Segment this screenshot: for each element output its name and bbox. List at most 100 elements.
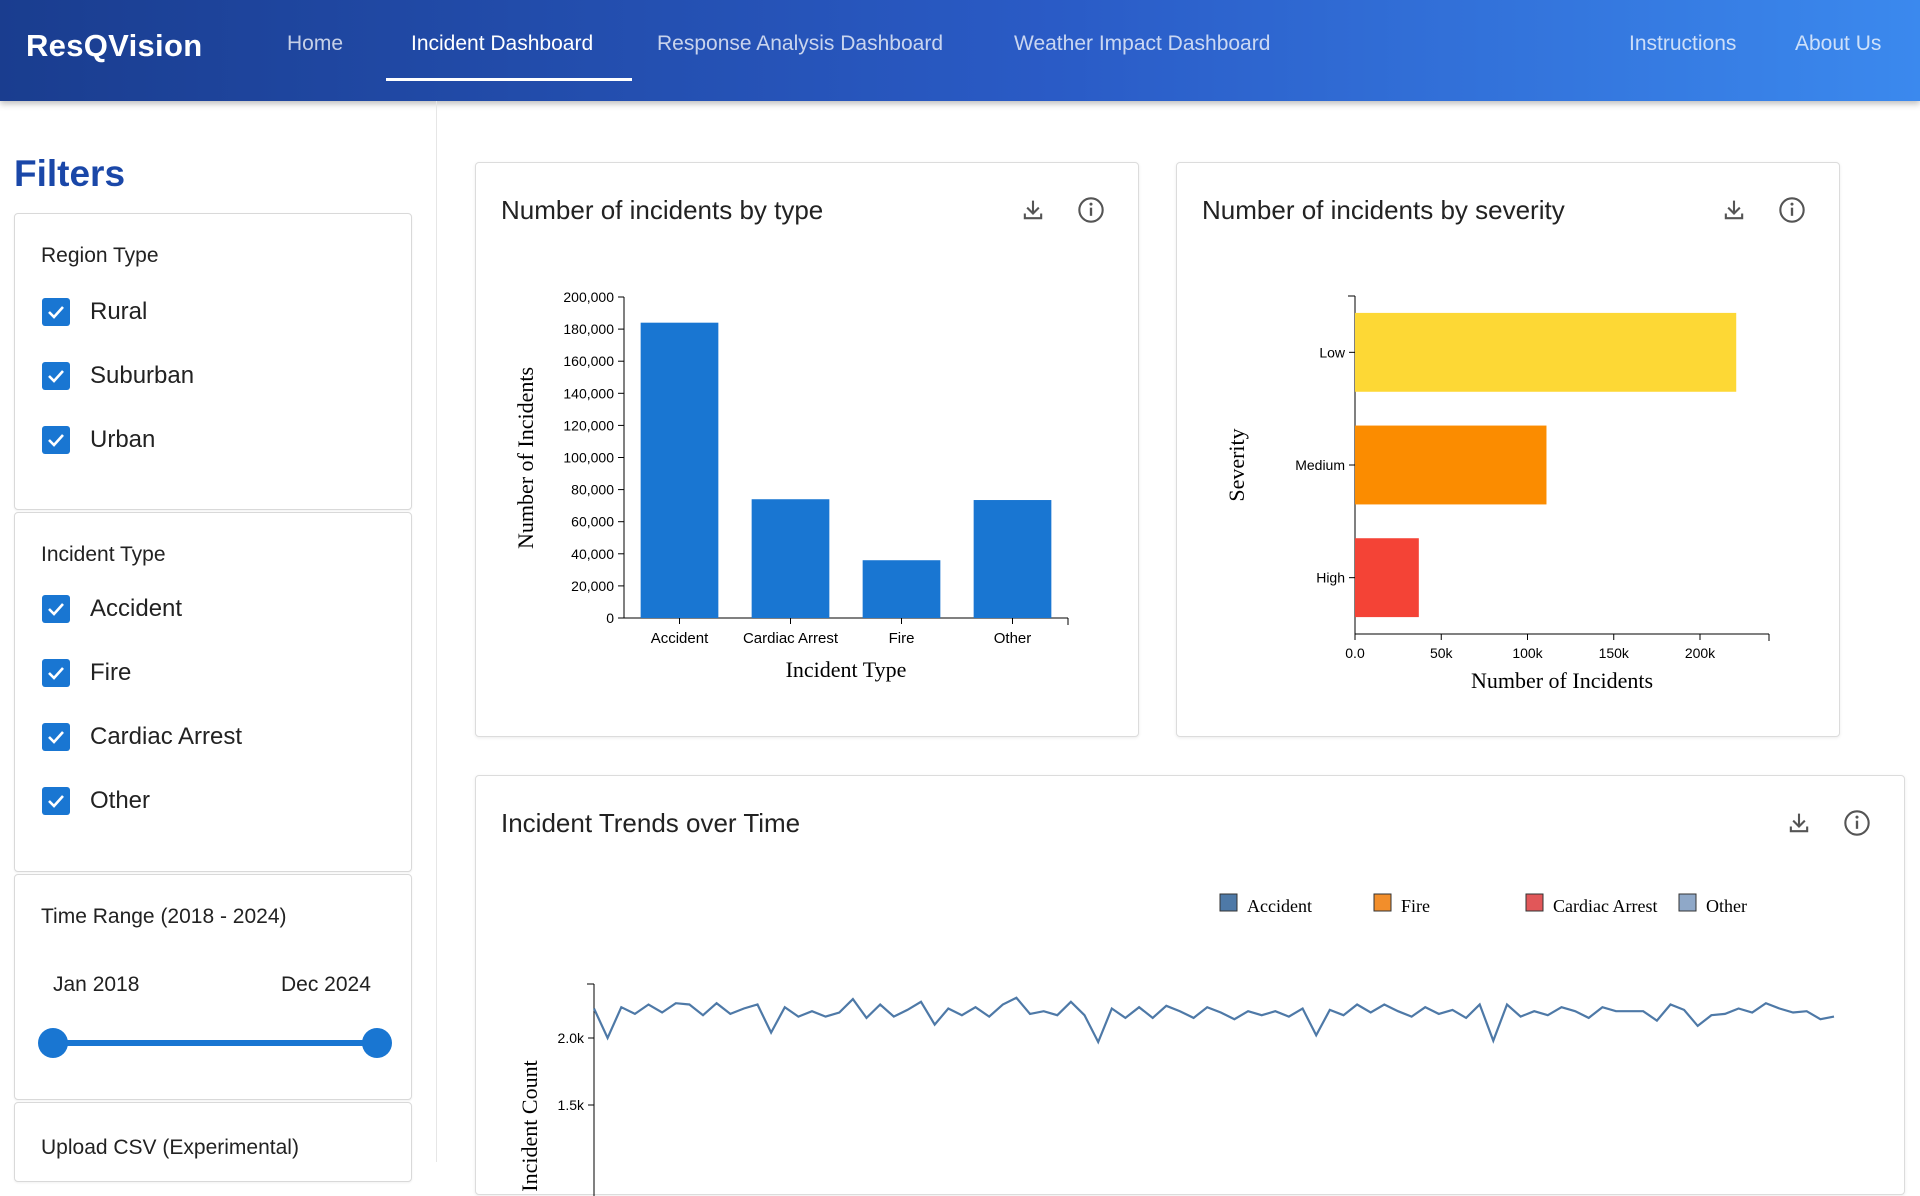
- x-tick-label: Cardiac Arrest: [743, 630, 839, 647]
- checkbox-checked-icon[interactable]: [42, 723, 70, 751]
- y-tick-label: 40,000: [571, 546, 614, 562]
- y-tick-label: 80,000: [571, 482, 614, 498]
- incidents-by-severity-chart: 0.0 50k 100k 150k 200k Low Medium High Number of…: [1224, 295, 1770, 693]
- y-tick-label: 140,000: [563, 385, 614, 401]
- incidents-by-severity-card: Number of incidents by severity 0.0 50k 10…: [1176, 162, 1840, 737]
- bar-low: [1355, 312, 1737, 392]
- x-tick-label: Accident: [651, 630, 709, 647]
- time-range-card: Time Range (2018 - 2024) Jan 2018 Dec 20…: [14, 874, 412, 1100]
- time-range-start-label: Jan 2018: [53, 973, 140, 996]
- time-range-slider-track[interactable]: [53, 1040, 377, 1046]
- checkbox-cardiac-arrest[interactable]: Cardiac Arrest: [42, 723, 242, 751]
- incident-trends-chart: Accident Fire Cardiac Arrest Other 2.0k 1.5k I…: [517, 893, 1835, 1196]
- incident-type-title: Incident Type: [41, 543, 166, 566]
- time-range-title: Time Range (2018 - 2024): [41, 905, 287, 928]
- legend-swatch: [1525, 893, 1544, 912]
- y-tick-label: 2.0k: [558, 1030, 585, 1046]
- legend-label: Cardiac Arrest: [1553, 896, 1657, 916]
- nav-weather-impact-dashboard[interactable]: Weather Impact Dashboard: [1014, 32, 1271, 55]
- y-tick-label: 60,000: [571, 514, 614, 530]
- nav-response-analysis-dashboard[interactable]: Response Analysis Dashboard: [657, 32, 944, 55]
- chart-title: Number of incidents by type: [501, 195, 824, 225]
- checkbox-other[interactable]: Other: [42, 787, 150, 815]
- download-icon[interactable]: [1720, 196, 1748, 224]
- legend-swatch: [1373, 893, 1392, 912]
- bar-other: [973, 500, 1052, 618]
- incidents-by-type-chart: 0 20,000 40,000 60,000 80,000 100,000 120,000 1…: [513, 289, 1069, 682]
- filters-sidebar: Filters Region Type Rural Suburban Urban…: [0, 101, 437, 1182]
- checkbox-checked-icon[interactable]: [42, 426, 70, 454]
- nav-about-us[interactable]: About Us: [1795, 32, 1882, 55]
- x-axis-label: Incident Type: [786, 657, 907, 682]
- y-tick-label: 1.5k: [558, 1097, 585, 1113]
- incidents-by-type-card: Number of incidents by type 0 20,000 40,00…: [475, 162, 1139, 737]
- chart-title: Number of incidents by severity: [1202, 195, 1565, 225]
- nav-instructions[interactable]: Instructions: [1629, 32, 1737, 55]
- checkbox-checked-icon[interactable]: [42, 659, 70, 687]
- y-tick-label: 0: [606, 610, 614, 626]
- y-tick-label: 100,000: [563, 450, 614, 466]
- download-icon[interactable]: [1785, 809, 1813, 837]
- y-tick-label: Low: [1319, 344, 1346, 360]
- checkbox-checked-icon[interactable]: [42, 787, 70, 815]
- legend-label: Accident: [1247, 896, 1312, 916]
- upload-csv-card: Upload CSV (Experimental): [14, 1102, 412, 1182]
- y-tick-label: 180,000: [563, 321, 614, 337]
- x-axis-label: Number of Incidents: [1471, 668, 1653, 693]
- checkbox-label: Cardiac Arrest: [90, 723, 243, 750]
- y-tick-label: 20,000: [571, 578, 614, 594]
- checkbox-checked-icon[interactable]: [42, 362, 70, 390]
- checkbox-checked-icon[interactable]: [42, 298, 70, 326]
- time-range-end-label: Dec 2024: [281, 973, 371, 996]
- y-axis-label: Number of Incidents: [513, 367, 538, 549]
- chart-title: Incident Trends over Time: [501, 808, 801, 838]
- x-tick-label: 50k: [1430, 645, 1454, 661]
- y-tick-label: 160,000: [563, 353, 614, 369]
- x-tick-label: 150k: [1599, 645, 1630, 661]
- incident-type-card: Incident Type Accident Fire Cardiac Arre…: [14, 512, 412, 872]
- checkbox-label: Accident: [90, 595, 183, 622]
- y-axis-label: Incident Count: [517, 1060, 542, 1191]
- bar-medium: [1355, 425, 1547, 505]
- bar-high: [1355, 538, 1419, 618]
- time-range-end-thumb[interactable]: [362, 1028, 392, 1058]
- y-tick-label: High: [1316, 570, 1345, 586]
- info-icon[interactable]: [1843, 809, 1871, 837]
- x-tick-label: Other: [994, 630, 1032, 647]
- checkbox-label: Fire: [90, 659, 132, 686]
- checkbox-label: Rural: [90, 298, 148, 325]
- checkbox-rural[interactable]: Rural: [42, 298, 147, 326]
- checkbox-label: Urban: [90, 426, 156, 453]
- y-tick-label: 120,000: [563, 417, 614, 433]
- active-tab-indicator: [386, 78, 632, 81]
- checkbox-label: Other: [90, 787, 151, 814]
- legend-swatch: [1219, 893, 1238, 912]
- checkbox-suburban[interactable]: Suburban: [42, 362, 194, 390]
- y-tick-label: 200,000: [563, 289, 614, 305]
- app-bar: ResQVision Home Incident Dashboard Respo…: [0, 0, 1920, 101]
- nav-incident-dashboard[interactable]: Incident Dashboard: [411, 32, 594, 55]
- checkbox-accident[interactable]: Accident: [42, 595, 182, 623]
- x-tick-label: 100k: [1512, 645, 1543, 661]
- checkbox-fire[interactable]: Fire: [42, 659, 131, 687]
- region-type-card: Region Type Rural Suburban Urban: [14, 213, 412, 510]
- time-range-start-thumb[interactable]: [38, 1028, 68, 1058]
- brand-logo[interactable]: ResQVision: [26, 28, 203, 63]
- incident-trends-card: Incident Trends over Time Accident Fire Ca…: [475, 775, 1905, 1196]
- line-series-accident: [593, 996, 1835, 1045]
- checkbox-urban[interactable]: Urban: [42, 426, 155, 454]
- y-tick-label: Medium: [1295, 457, 1345, 473]
- upload-csv-title: Upload CSV (Experimental): [41, 1136, 299, 1159]
- info-icon[interactable]: [1778, 196, 1806, 224]
- legend-label: Other: [1706, 896, 1747, 916]
- info-icon[interactable]: [1077, 196, 1105, 224]
- checkbox-label: Suburban: [90, 362, 195, 389]
- bar-accident: [640, 322, 719, 618]
- bar-fire: [862, 560, 941, 618]
- nav-home[interactable]: Home: [287, 32, 344, 55]
- legend-swatch: [1678, 893, 1697, 912]
- x-tick-label: 200k: [1685, 645, 1716, 661]
- download-icon[interactable]: [1019, 196, 1047, 224]
- y-axis-label: Severity: [1224, 428, 1249, 501]
- checkbox-checked-icon[interactable]: [42, 595, 70, 623]
